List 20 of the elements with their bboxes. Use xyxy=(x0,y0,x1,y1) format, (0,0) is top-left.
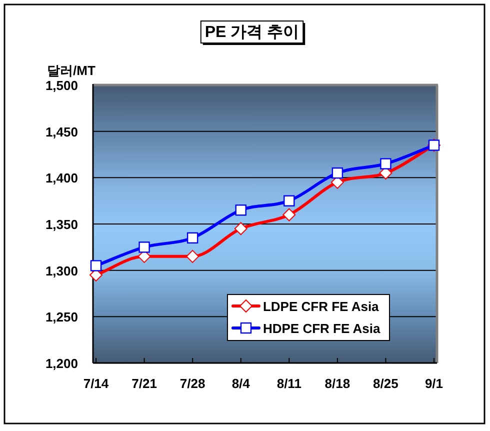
x-tick-label: 9/1 xyxy=(424,376,444,391)
x-tick-label: 8/4 xyxy=(232,376,251,391)
x-tick-label: 8/25 xyxy=(373,376,398,391)
x-tick-label: 7/28 xyxy=(180,376,206,391)
y-axis-title: 달러/MT xyxy=(47,63,96,78)
chart-title: PE 가격 추이 xyxy=(204,24,300,41)
y-tick-label: 1,300 xyxy=(45,263,78,278)
y-tick-label: 1,350 xyxy=(45,217,78,232)
y-tick-label: 1,400 xyxy=(45,170,78,186)
x-tick-label: 7/21 xyxy=(132,376,157,391)
y-tick-label: 1,250 xyxy=(45,310,78,325)
title: PE 가격 추이 xyxy=(200,20,306,45)
y-tick-label: 1,450 xyxy=(45,124,78,140)
legend-label: LDPE CFR FE Asia xyxy=(262,299,380,314)
y-tick-label: 1,200 xyxy=(45,356,78,371)
x-tick-label: 8/11 xyxy=(276,376,302,391)
x-tick-label: 7/14 xyxy=(83,376,110,391)
x-tick-label: 8/18 xyxy=(324,376,350,391)
legend-label: HDPE CFR FE Asia xyxy=(262,321,381,336)
y-tick-label: 1,500 xyxy=(45,78,78,93)
